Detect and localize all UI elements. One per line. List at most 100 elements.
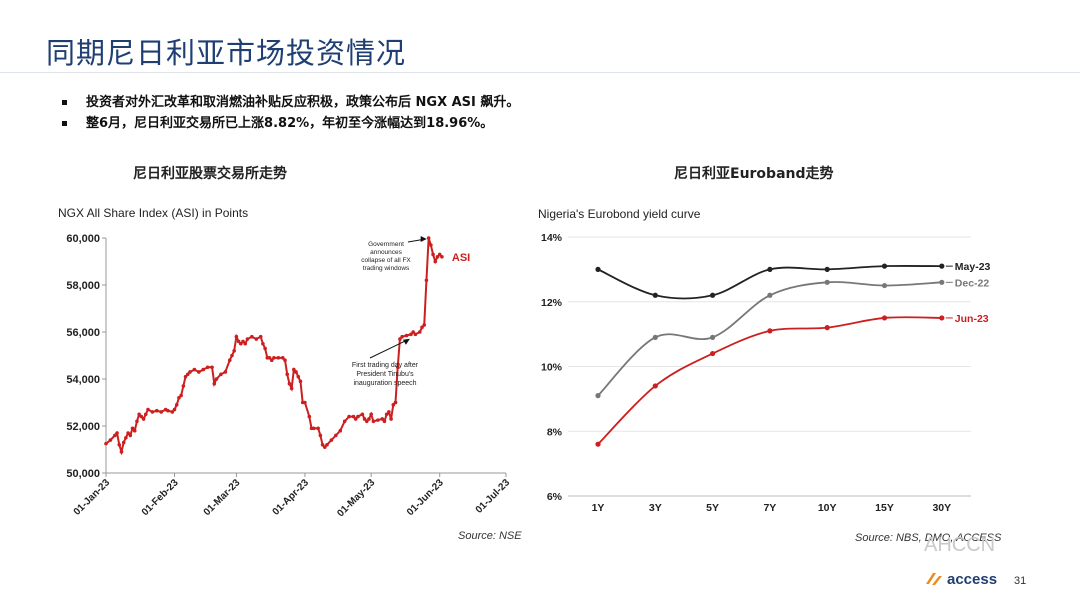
- asi-point: [236, 339, 241, 344]
- yield-chart-title: Nigeria's Eurobond yield curve: [538, 207, 701, 221]
- asi-x-tick-label: 01-Jul-23: [474, 477, 513, 516]
- asi-point: [223, 370, 228, 374]
- asi-point: [115, 431, 119, 435]
- access-logo: access: [924, 569, 997, 589]
- yield-y-tick-label: 6%: [547, 491, 563, 503]
- watermark: AHCCN: [924, 534, 996, 556]
- asi-point: [272, 356, 276, 360]
- asi-point: [243, 341, 248, 346]
- asi-point: [351, 414, 356, 419]
- yield-point: [939, 263, 945, 269]
- asi-point: [159, 410, 164, 414]
- access-logo-text: access: [947, 570, 998, 588]
- asi-point: [139, 414, 144, 419]
- yield-series-label: Dec-22: [955, 277, 990, 289]
- asi-point: [113, 433, 117, 438]
- asi-point: [367, 417, 371, 421]
- asi-point: [219, 372, 223, 377]
- asi-point: [320, 443, 325, 447]
- asi-x-tick-label: 01-May-23: [335, 477, 377, 519]
- yield-point: [710, 334, 716, 340]
- asi-point: [201, 367, 206, 372]
- yield-point: [824, 279, 830, 285]
- yield-point: [710, 350, 716, 357]
- asi-annotation-arrowhead: [420, 236, 427, 242]
- asi-y-tick-label: 54,000: [66, 374, 100, 386]
- asi-point: [205, 365, 210, 370]
- asi-point: [376, 418, 380, 422]
- asi-point: [132, 428, 137, 433]
- yield-x-tick-label: 3Y: [649, 502, 662, 514]
- yield-series-line: [597, 316, 942, 445]
- yield-series-label: Jun-23: [955, 313, 989, 325]
- asi-point: [174, 403, 179, 407]
- asi-point: [382, 419, 387, 424]
- asi-point: [289, 386, 294, 391]
- asi-point: [316, 426, 320, 431]
- title-divider: [0, 72, 1080, 73]
- yield-point: [824, 266, 830, 272]
- asi-point: [108, 438, 113, 442]
- asi-point: [303, 400, 307, 405]
- asi-point: [283, 358, 287, 362]
- asi-point: [261, 341, 265, 346]
- yield-y-tick-label: 12%: [541, 297, 563, 309]
- asi-point: [179, 393, 183, 398]
- asi-point: [119, 450, 124, 454]
- asi-point: [360, 412, 365, 417]
- asi-annotation-text: President Tinubu's: [356, 371, 414, 378]
- asi-point: [269, 358, 274, 362]
- asi-point: [411, 330, 415, 334]
- asi-point: [325, 443, 329, 447]
- asi-point: [181, 384, 186, 388]
- asi-annotation-text: inauguration speech: [353, 380, 416, 387]
- asi-point: [311, 426, 316, 431]
- yield-point: [595, 441, 601, 447]
- asi-point: [364, 419, 369, 424]
- asi-point: [380, 417, 385, 421]
- asi-point: [391, 403, 396, 407]
- asi-chart: NGX All Share Index (ASI) in Points 50,00…: [58, 206, 513, 519]
- asi-point: [404, 333, 409, 338]
- yield-x-tick-label: 7Y: [763, 502, 776, 514]
- asi-point: [338, 428, 343, 433]
- yield-series-label: May-23: [955, 261, 991, 273]
- yield-x-tick-label: 10Y: [818, 502, 837, 514]
- asi-point: [143, 412, 148, 417]
- asi-point: [124, 435, 128, 440]
- asi-point: [197, 370, 201, 374]
- asi-point: [232, 349, 236, 353]
- left-source: Source: NSE: [458, 530, 522, 542]
- yield-point: [767, 328, 773, 334]
- asi-y-tick-label: 60,000: [66, 233, 100, 245]
- asi-point: [413, 332, 418, 337]
- yield-point: [595, 266, 601, 272]
- asi-point: [241, 339, 245, 344]
- asi-point: [424, 278, 429, 283]
- yield-y-tick-label: 14%: [541, 232, 563, 244]
- asi-point: [214, 377, 219, 381]
- asi-point: [126, 431, 130, 435]
- yield-point: [881, 263, 888, 269]
- asi-point: [150, 410, 155, 414]
- yield-series-line: [597, 281, 942, 397]
- asi-point: [135, 419, 139, 424]
- asi-point: [435, 255, 440, 259]
- asi-point: [420, 325, 424, 330]
- asi-point: [250, 334, 254, 339]
- asi-point: [141, 417, 146, 421]
- asi-point: [398, 337, 402, 341]
- asi-point: [117, 443, 122, 447]
- asi-annotation-arrow: [369, 339, 409, 359]
- asi-point: [292, 367, 296, 372]
- asi-point: [395, 365, 400, 370]
- asi-point: [418, 330, 422, 334]
- yield-chart: Nigeria's Eurobond yield curve 6% 8% 10% 12%…: [538, 207, 991, 514]
- asi-point: [437, 252, 442, 257]
- asi-point: [322, 445, 327, 449]
- asi-point: [294, 370, 298, 374]
- right-chart-subtitle: 尼日利亚Euroband走势: [674, 166, 834, 182]
- asi-point: [245, 337, 250, 341]
- yield-x-tick-label: 15Y: [875, 502, 894, 514]
- yield-x-tick-label: 30Y: [932, 502, 951, 514]
